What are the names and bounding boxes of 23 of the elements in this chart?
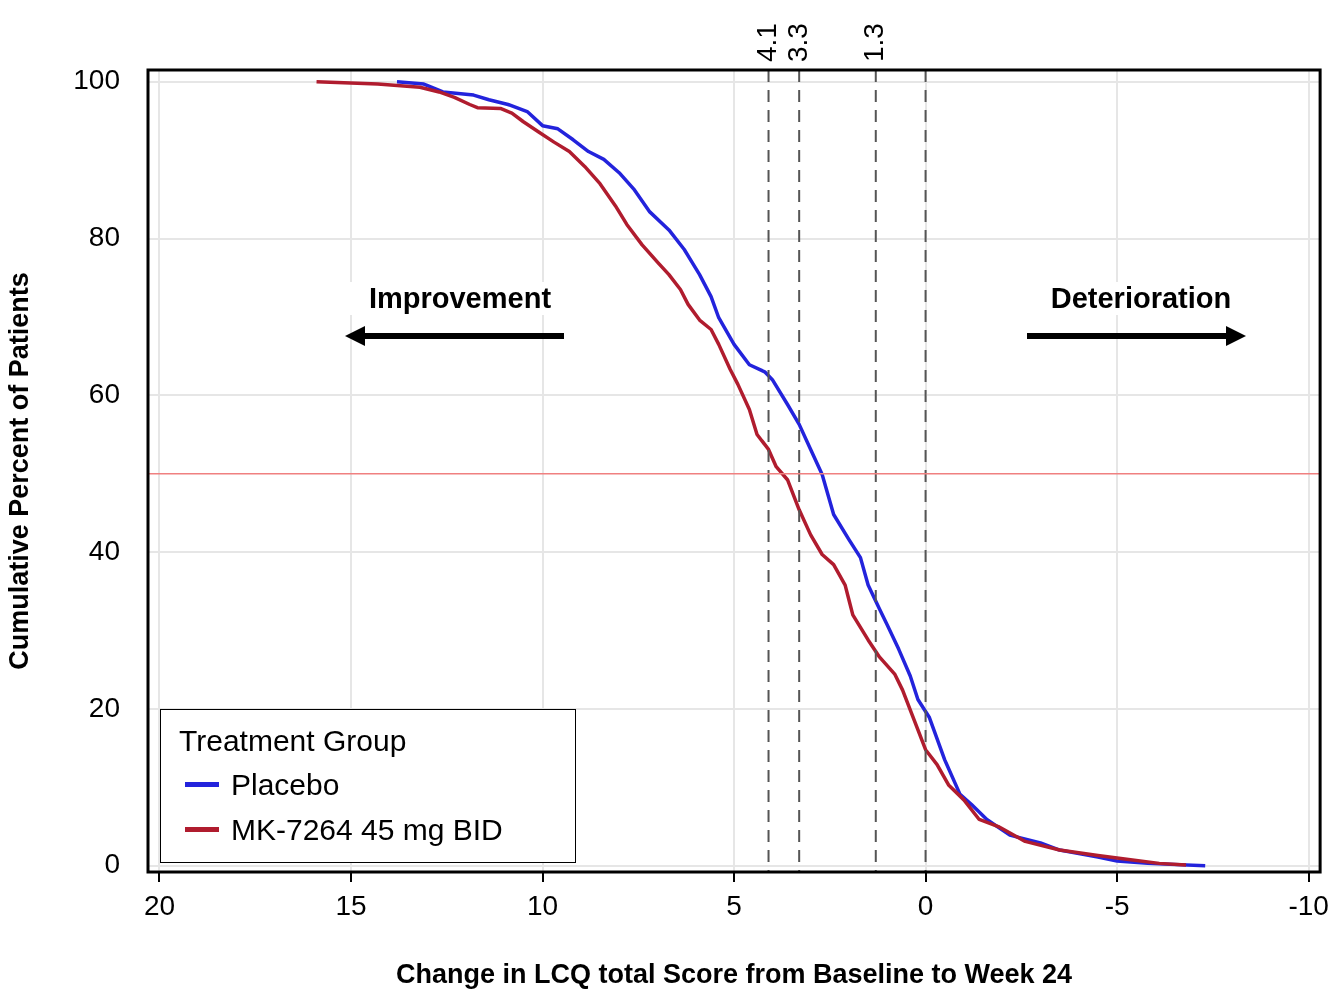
y-tick-label: 80 [88, 221, 120, 253]
x-tick-label: 0 [917, 889, 934, 921]
x-tick-label: -5 [1104, 889, 1130, 921]
annotation: Improvement [330, 282, 590, 315]
legend-label: Placebo [231, 767, 340, 802]
ref-line-label: 3.3 [781, 23, 813, 62]
y-tick-label: 100 [73, 64, 120, 96]
x-tick-label: 5 [726, 889, 742, 921]
y-tick-label: 0 [104, 848, 120, 880]
x-tick-label: -10 [1288, 889, 1329, 921]
y-tick-label: 40 [88, 534, 120, 566]
annotation: Deterioration [1011, 282, 1271, 315]
y-axis-title: Cumulative Percent of Patients [3, 272, 34, 670]
x-axis-title: Change in LCQ total Score from Baseline to Week 24 [395, 959, 1073, 990]
ref-line-label: 4.1 [751, 23, 783, 62]
x-tick-label: 15 [335, 889, 367, 921]
x-tick-label: 10 [526, 889, 559, 921]
legend-label: MK-7264 45 mg BID [231, 812, 503, 847]
ref-line-label: 1.3 [858, 23, 890, 62]
x-tick-label: 20 [143, 889, 176, 921]
y-tick-label: 60 [88, 378, 120, 410]
y-tick-label: 20 [88, 691, 120, 723]
legend-title: Treatment Group [179, 724, 408, 758]
